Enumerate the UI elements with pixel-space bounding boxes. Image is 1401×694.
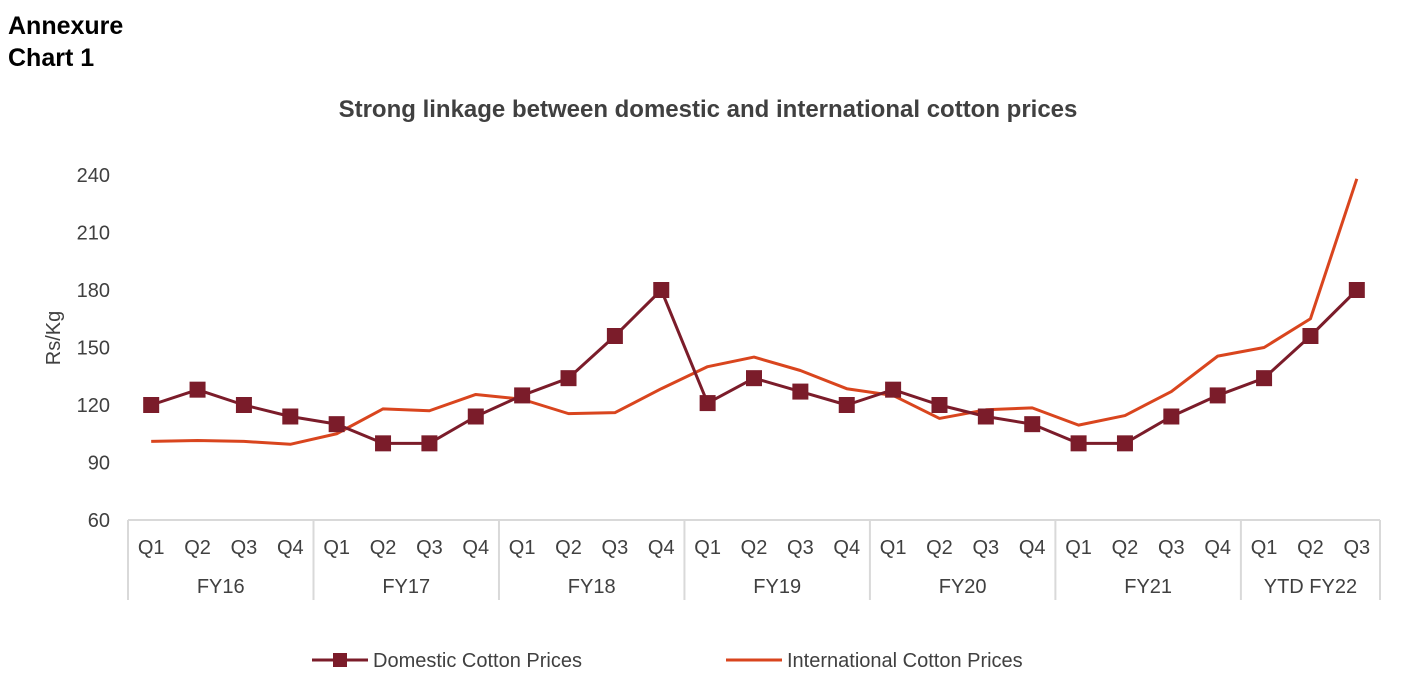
legend: Domestic Cotton Prices International Cot… xyxy=(312,650,1023,672)
domestic-point xyxy=(606,328,623,344)
domestic-point xyxy=(1163,408,1180,425)
x-tick-label-q2: Q2 xyxy=(555,537,582,559)
chart-title: Strong linkage between domestic and inte… xyxy=(339,96,1078,123)
domestic-point xyxy=(189,381,206,398)
x-tick-label-q3: Q3 xyxy=(973,537,1000,559)
y-tick-label-90: 90 xyxy=(88,453,110,475)
domestic-point xyxy=(421,435,438,452)
international-line xyxy=(151,178,1359,446)
x-axis: Q1 Q2 Q3 Q4 Q1 Q2 Q3 Q4 Q1 Q2 Q3 Q4 Q1 Q2 Q3 Q4 Q1 Q2 Q3 Q4… xyxy=(127,519,1381,600)
group-label-fy18: FY18 xyxy=(568,576,616,598)
domestic-point xyxy=(838,397,855,413)
domestic-point xyxy=(235,397,252,413)
domestic-point xyxy=(467,408,484,425)
x-tick-label-q1: Q1 xyxy=(1065,537,1092,559)
x-tick-label-q3: Q3 xyxy=(416,537,443,559)
group-label-ytd-fy22: YTD FY22 xyxy=(1264,576,1357,598)
domestic-point xyxy=(931,397,948,413)
x-tick-label-q1: Q1 xyxy=(880,537,907,559)
x-tick-label-q2: Q2 xyxy=(741,537,768,559)
domestic-series xyxy=(143,282,1365,452)
domestic-point xyxy=(375,435,392,452)
domestic-point xyxy=(1070,435,1087,452)
x-tick-label-q4: Q4 xyxy=(833,537,860,559)
x-tick-label-q3: Q3 xyxy=(787,537,814,559)
domestic-point xyxy=(328,416,345,433)
domestic-point xyxy=(699,395,716,412)
x-tick-label-q3: Q3 xyxy=(231,537,258,559)
x-tick-label-q1: Q1 xyxy=(509,537,536,559)
domestic-point xyxy=(977,408,994,425)
x-tick-label-q3: Q3 xyxy=(1158,537,1185,559)
domestic-point xyxy=(282,408,299,425)
x-tick-label-q4: Q4 xyxy=(1204,537,1231,559)
domestic-point xyxy=(560,370,577,387)
y-tick-label-180: 180 xyxy=(77,280,110,302)
x-tick-label-q1: Q1 xyxy=(1251,537,1278,559)
y-tick-label-150: 150 xyxy=(77,338,110,360)
x-tick-label-q2: Q2 xyxy=(1112,537,1139,559)
x-tick-label-q2: Q2 xyxy=(370,537,397,559)
domestic-point xyxy=(1209,387,1226,404)
legend-international-label: International Cotton Prices xyxy=(787,650,1023,672)
y-tick-label-60: 60 xyxy=(88,510,110,532)
group-label-fy19: FY19 xyxy=(753,576,801,598)
domestic-point xyxy=(1024,416,1041,433)
x-tick-label-q1: Q1 xyxy=(694,537,721,559)
x-tick-label-q1: Q1 xyxy=(138,537,165,559)
x-tick-label-q2: Q2 xyxy=(184,537,211,559)
domestic-point xyxy=(885,381,902,398)
annexure-heading: Annexure Chart 1 xyxy=(8,10,123,74)
legend-item-international: International Cotton Prices xyxy=(726,650,1023,672)
domestic-point xyxy=(514,387,531,404)
y-tick-label-120: 120 xyxy=(77,395,110,417)
annexure-label: Annexure xyxy=(8,12,124,40)
domestic-point xyxy=(1348,282,1365,298)
legend-domestic-marker xyxy=(333,653,347,667)
chart-number-label: Chart 1 xyxy=(8,44,95,72)
domestic-point xyxy=(1302,328,1319,344)
group-label-fy20: FY20 xyxy=(939,576,987,598)
legend-item-domestic: Domestic Cotton Prices xyxy=(312,650,582,672)
group-label-fy16: FY16 xyxy=(197,576,245,598)
domestic-point xyxy=(1256,370,1273,387)
x-tick-label-q1: Q1 xyxy=(323,537,350,559)
legend-domestic-label: Domestic Cotton Prices xyxy=(373,650,582,672)
domestic-point xyxy=(792,383,809,400)
x-tick-label-q4: Q4 xyxy=(462,537,489,559)
y-axis-ticks: 60 90 120 150 180 210 240 xyxy=(77,165,110,532)
domestic-point xyxy=(653,282,670,298)
international-series xyxy=(151,178,1359,446)
y-tick-label-210: 210 xyxy=(77,223,110,245)
x-tick-label-q4: Q4 xyxy=(1019,537,1046,559)
domestic-point xyxy=(143,397,160,413)
x-tick-label-q2: Q2 xyxy=(1297,537,1324,559)
group-label-fy21: FY21 xyxy=(1124,576,1172,598)
domestic-point xyxy=(1116,435,1133,452)
y-axis-label: Rs/Kg xyxy=(43,311,65,365)
x-tick-label-q4: Q4 xyxy=(277,537,304,559)
x-tick-label-q3: Q3 xyxy=(602,537,629,559)
group-label-fy17: FY17 xyxy=(382,576,430,598)
x-tick-label-q4: Q4 xyxy=(648,537,675,559)
x-tick-label-q3: Q3 xyxy=(1343,537,1370,559)
domestic-point xyxy=(746,370,762,387)
x-tick-label-q2: Q2 xyxy=(926,537,953,559)
y-tick-label-240: 240 xyxy=(77,165,110,187)
